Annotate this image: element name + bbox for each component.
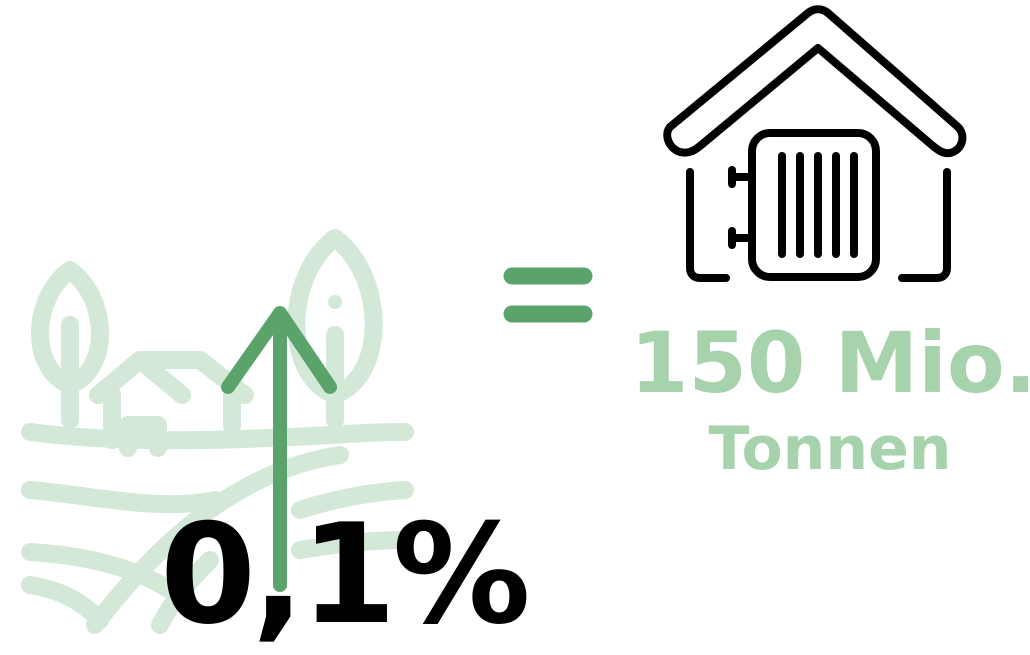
- house-heating-radiator-icon: [663, 5, 967, 282]
- farm-landscape-icon: [21, 229, 414, 634]
- equals-sign-icon: [503, 267, 593, 323]
- percent-value: 0,1%: [160, 494, 531, 655]
- up-arrow-icon: [221, 306, 337, 592]
- amount-value: 150 Mio.: [630, 314, 1030, 412]
- amount-unit: Tonnen: [708, 414, 952, 484]
